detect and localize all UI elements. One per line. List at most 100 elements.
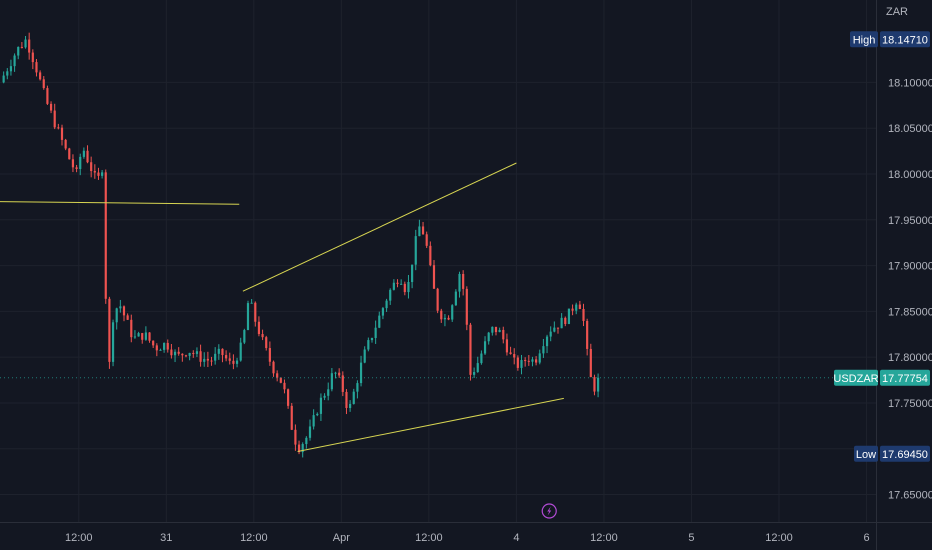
- candle[interactable]: [13, 53, 16, 72]
- candle[interactable]: [549, 326, 552, 342]
- candle[interactable]: [126, 313, 129, 321]
- candle[interactable]: [46, 85, 49, 106]
- candle[interactable]: [86, 145, 89, 164]
- candle[interactable]: [458, 271, 461, 298]
- candle[interactable]: [411, 264, 414, 289]
- candle[interactable]: [133, 330, 137, 339]
- candle[interactable]: [206, 351, 209, 368]
- candle[interactable]: [560, 313, 563, 329]
- candle[interactable]: [246, 300, 250, 331]
- candle[interactable]: [177, 347, 180, 356]
- candle[interactable]: [498, 327, 501, 333]
- candle[interactable]: [137, 331, 140, 337]
- candle[interactable]: [462, 270, 465, 296]
- candle[interactable]: [170, 344, 173, 359]
- candle[interactable]: [378, 311, 381, 329]
- candle[interactable]: [60, 124, 64, 146]
- candle[interactable]: [235, 357, 239, 368]
- candle[interactable]: [403, 281, 406, 296]
- candle[interactable]: [203, 352, 206, 367]
- candle[interactable]: [505, 333, 509, 356]
- trendline-2[interactable]: [242, 162, 517, 292]
- candle[interactable]: [9, 59, 13, 76]
- candle[interactable]: [39, 70, 42, 81]
- candle[interactable]: [341, 371, 344, 397]
- candle[interactable]: [356, 380, 359, 399]
- candle[interactable]: [2, 71, 5, 84]
- candle[interactable]: [480, 350, 483, 365]
- candle[interactable]: [71, 154, 75, 173]
- candle[interactable]: [451, 304, 454, 322]
- candle[interactable]: [465, 286, 468, 331]
- candle[interactable]: [414, 229, 417, 271]
- candle[interactable]: [239, 337, 242, 362]
- candle[interactable]: [349, 400, 352, 412]
- candle[interactable]: [367, 337, 370, 352]
- candle[interactable]: [152, 340, 155, 348]
- candle[interactable]: [308, 419, 312, 441]
- candle[interactable]: [31, 49, 34, 70]
- candle[interactable]: [155, 343, 158, 357]
- candle[interactable]: [593, 374, 596, 396]
- candle[interactable]: [75, 164, 78, 173]
- candle[interactable]: [272, 360, 275, 377]
- candle[interactable]: [148, 332, 151, 343]
- candle[interactable]: [64, 138, 67, 151]
- candle[interactable]: [181, 353, 184, 362]
- candle[interactable]: [524, 357, 527, 367]
- candle[interactable]: [316, 412, 319, 417]
- candle[interactable]: [516, 355, 519, 371]
- candle[interactable]: [228, 352, 231, 365]
- candle[interactable]: [108, 296, 111, 369]
- candle[interactable]: [494, 326, 498, 336]
- candle[interactable]: [49, 101, 53, 114]
- candle[interactable]: [294, 424, 297, 451]
- candle[interactable]: [545, 334, 549, 354]
- candle[interactable]: [79, 153, 82, 176]
- candle[interactable]: [389, 288, 392, 305]
- candle[interactable]: [575, 302, 578, 315]
- candle[interactable]: [53, 103, 56, 130]
- candle[interactable]: [225, 350, 228, 362]
- candle[interactable]: [407, 274, 410, 299]
- candle[interactable]: [432, 260, 436, 289]
- candle[interactable]: [214, 347, 217, 365]
- candle[interactable]: [589, 343, 592, 378]
- candle[interactable]: [443, 314, 447, 327]
- candle[interactable]: [166, 339, 169, 353]
- candle[interactable]: [115, 307, 118, 330]
- candle[interactable]: [531, 356, 534, 367]
- candle[interactable]: [35, 59, 38, 77]
- candle[interactable]: [418, 219, 421, 237]
- candle[interactable]: [345, 389, 348, 415]
- candle[interactable]: [90, 156, 93, 178]
- candle[interactable]: [141, 332, 144, 344]
- candle[interactable]: [330, 368, 333, 392]
- candle[interactable]: [385, 298, 388, 312]
- candle[interactable]: [586, 318, 589, 356]
- candle[interactable]: [97, 167, 100, 180]
- trendline-1[interactable]: [0, 201, 240, 205]
- candle[interactable]: [502, 326, 505, 344]
- candle[interactable]: [265, 335, 268, 351]
- candle[interactable]: [312, 409, 315, 430]
- candle[interactable]: [578, 300, 581, 310]
- candle[interactable]: [527, 355, 530, 366]
- candle[interactable]: [232, 354, 235, 370]
- candle[interactable]: [567, 308, 571, 325]
- candle[interactable]: [195, 347, 199, 358]
- candle[interactable]: [323, 393, 326, 401]
- candle[interactable]: [173, 349, 177, 363]
- candle[interactable]: [93, 164, 96, 179]
- candle[interactable]: [392, 279, 395, 291]
- candle[interactable]: [28, 32, 31, 60]
- candle[interactable]: [297, 440, 301, 455]
- candle[interactable]: [188, 352, 191, 361]
- candle[interactable]: [597, 373, 600, 398]
- candle[interactable]: [473, 367, 476, 379]
- candle[interactable]: [538, 349, 541, 365]
- candle[interactable]: [400, 279, 403, 285]
- candle[interactable]: [192, 350, 195, 358]
- candle[interactable]: [429, 241, 432, 267]
- candle[interactable]: [68, 147, 71, 160]
